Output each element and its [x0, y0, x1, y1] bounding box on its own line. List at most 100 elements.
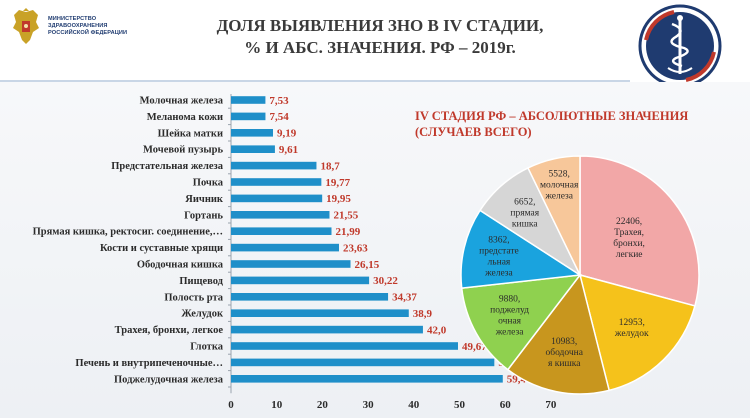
- pie-slice-label: железа: [544, 192, 573, 202]
- pie-slice: [506, 273, 611, 395]
- bar-value-label: 7,54: [269, 111, 289, 123]
- bar: [231, 260, 351, 268]
- pie-slice-label: желудок: [614, 329, 649, 339]
- bar-category-label: Мочевой пузырь: [143, 145, 223, 156]
- bar: [231, 211, 330, 219]
- bar-category-label: Яичник: [185, 194, 224, 205]
- bar-category-label: Желудок: [181, 309, 224, 320]
- bar-value-label: 34,37: [392, 292, 417, 304]
- bar-value-label: 19,77: [325, 177, 350, 189]
- pie-slice-label: железа: [495, 327, 524, 337]
- bar-category-label: Полость рта: [164, 292, 223, 303]
- pie-slice-label: 22406,: [616, 217, 642, 227]
- bar: [231, 129, 273, 137]
- bar-category-label: Трахея, бронхи, легкое: [115, 325, 224, 336]
- x-axis-tick-label: 40: [408, 399, 420, 411]
- bar: [231, 227, 332, 235]
- pie-slice-label: льная: [488, 257, 511, 267]
- bar: [231, 145, 275, 153]
- pie-slice-label: 8362,: [488, 235, 509, 245]
- bar-category-label: Кости и суставные хрящи: [100, 243, 223, 254]
- bar: [231, 178, 322, 186]
- bar-category-label: Гортань: [184, 210, 223, 221]
- x-axis-tick-label: 20: [317, 399, 329, 411]
- pie-slice-label: очная: [498, 316, 522, 326]
- pie-slice-label: прямая: [510, 209, 539, 219]
- pie-slice: [579, 155, 700, 307]
- slide-header: МИНИСТЕРСТВО ЗДРАВООХРАНЕНИЯ РОССИЙСКОЙ …: [0, 0, 750, 88]
- bar: [231, 325, 423, 334]
- coat-of-arms-icon: [13, 8, 39, 44]
- bar-category-label: Шейка матки: [158, 128, 223, 139]
- pie-slice-label: кишка: [512, 220, 538, 230]
- ministry-line: МИНИСТЕРСТВО: [48, 16, 97, 22]
- pie-slice: [578, 273, 696, 392]
- bar-category-label: Молочная железа: [140, 96, 224, 107]
- pie-title-line: IV СТАДИЯ РФ – АБСОЛЮТНЫЕ ЗНАЧЕНИЯ: [415, 109, 689, 123]
- pie-slice: [526, 155, 581, 276]
- ministry-line: ЗДРАВООХРАНЕНИЯ: [48, 23, 108, 29]
- pie-slice-label: молочная: [540, 181, 579, 191]
- bar: [231, 194, 323, 203]
- slide-title: ДОЛЯ ВЫЯВЛЕНИЯ ЗНО В IV СТАДИИ, % И АБС.…: [170, 15, 590, 59]
- bar: [231, 161, 317, 170]
- bar-category-label: Глотка: [190, 342, 224, 353]
- bar-value-label: 38,9: [413, 308, 433, 320]
- pie-slice-label: предстате: [479, 246, 519, 256]
- medical-center-logo-icon: [638, 4, 722, 88]
- bar-category-label: Предстательная железа: [111, 161, 224, 172]
- bar-value-label: 23,63: [343, 242, 368, 254]
- bar: [231, 293, 389, 301]
- bar: [231, 96, 266, 104]
- bar-value-label: 21,55: [333, 210, 358, 222]
- slide-title-line: ДОЛЯ ВЫЯВЛЕНИЯ ЗНО В IV СТАДИИ,: [216, 16, 544, 35]
- x-axis-tick-label: 30: [363, 399, 375, 411]
- bar-category-label: Почка: [193, 178, 224, 189]
- pie-slice-label: ободочна: [545, 347, 583, 358]
- bar-value-label: 26,15: [355, 259, 380, 271]
- bar-value-label: 7,53: [269, 95, 289, 107]
- bar-value-label: 42,0: [427, 324, 447, 336]
- bar-value-label: 9,61: [279, 144, 298, 156]
- bar-category-label: Меланома кожи: [147, 112, 223, 123]
- pie-slice-label: 12953,: [619, 318, 645, 328]
- slide-title-line: % И АБС. ЗНАЧЕНИЯ. РФ – 2019г.: [244, 38, 516, 57]
- bar-value-label: 18,7: [320, 160, 340, 172]
- bar-category-label: Поджелудочная железа: [114, 374, 224, 385]
- ministry-name: МИНИСТЕРСТВО ЗДРАВООХРАНЕНИЯ РОССИЙСКОЙ …: [48, 16, 168, 37]
- bar-category-label: Пищевод: [179, 276, 223, 287]
- bar: [231, 276, 370, 285]
- pie-slice-label: 9880,: [499, 294, 520, 304]
- x-axis-tick-label: 50: [454, 399, 466, 411]
- bar: [231, 309, 409, 317]
- pie-slice-label: 5528,: [548, 170, 569, 180]
- pie-slice-label: легкие: [616, 250, 643, 260]
- bar-value-label: 30,22: [373, 275, 398, 287]
- x-axis-tick-label: 60: [500, 399, 512, 411]
- x-axis-tick-label: 10: [271, 399, 283, 411]
- pie-slice-label: Трахея,: [614, 228, 644, 238]
- bar-value-label: 9,19: [277, 128, 297, 140]
- bar: [231, 112, 266, 121]
- ministry-line: РОССИЙСКОЙ ФЕДЕРАЦИИ: [48, 30, 128, 36]
- bar-value-label: 19,95: [326, 193, 351, 205]
- pie-slice: [460, 209, 583, 289]
- bar-value-label: 49,67: [462, 341, 487, 353]
- bar: [231, 358, 495, 367]
- bar-category-label: Ободочная кишка: [137, 260, 224, 271]
- pie-title-line: (СЛУЧАЕВ ВСЕГО): [415, 125, 532, 139]
- bar: [231, 243, 339, 252]
- bar: [231, 342, 458, 350]
- bar-value-label: 21,99: [335, 226, 360, 238]
- pie-slice-label: 10983,: [551, 337, 577, 347]
- pie-slice-label: железа: [484, 268, 513, 278]
- pie-chart-title: IV СТАДИЯ РФ – АБСОЛЮТНЫЕ ЗНАЧЕНИЯ (СЛУЧ…: [415, 108, 715, 140]
- pie-slice-label: я кишка: [548, 359, 581, 369]
- bar-category-label: Печень и внутрипеченочные…: [75, 358, 223, 369]
- bar: [231, 375, 503, 383]
- x-axis-tick-label: 0: [228, 399, 234, 411]
- header-divider: [0, 80, 630, 82]
- pie-slice: [460, 274, 582, 371]
- pie-slice-label: бронхи,: [613, 238, 645, 249]
